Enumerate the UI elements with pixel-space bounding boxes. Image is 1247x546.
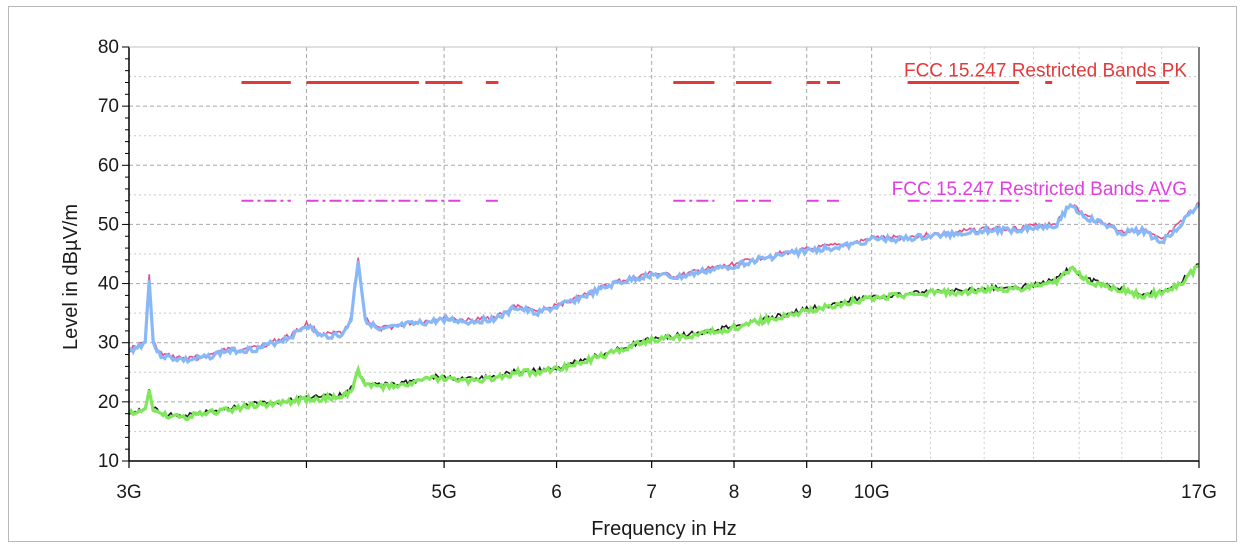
y-tick-label: 60	[98, 155, 119, 176]
y-tick-label: 40	[98, 274, 119, 295]
y-tick-label: 70	[98, 96, 119, 117]
tick-labels: 10 20 30 40 50 60 70 80 3G 5G 6 7 8 9 10G 17G	[98, 37, 1217, 503]
limit-avg-label: FCC 15.247 Restricted Bands AVG	[892, 179, 1187, 200]
emission-chart: FCC 15.247 Restricted Bands PK FCC 15.247…	[60, 37, 1217, 540]
x-tick-label: 8	[729, 482, 740, 503]
y-tick-label: 50	[98, 214, 119, 235]
chart-frame: FCC 15.247 Restricted Bands PK FCC 15.247…	[8, 6, 1237, 542]
y-tick-label: 30	[98, 333, 119, 354]
limit-pk-label: FCC 15.247 Restricted Bands PK	[904, 60, 1187, 81]
x-tick-label: 10G	[854, 482, 890, 503]
limit-lines: FCC 15.247 Restricted Bands PK FCC 15.247…	[241, 60, 1187, 202]
peak-trace	[127, 202, 1201, 365]
x-tick-label: 17G	[1181, 482, 1217, 503]
avg-trace	[127, 264, 1200, 421]
y-tick-label: 10	[98, 451, 119, 472]
x-tick-label: 6	[551, 482, 562, 503]
x-axis-title: Frequency in Hz	[591, 518, 737, 540]
axes	[122, 46, 1200, 468]
x-tick-label: 3G	[116, 482, 141, 503]
x-tick-label: 7	[646, 482, 657, 503]
y-tick-label: 20	[98, 392, 119, 413]
y-axis-title: Level in dBµV/m	[60, 204, 82, 350]
x-tick-label: 9	[801, 482, 812, 503]
measurement-traces	[127, 201, 1201, 421]
y-tick-label: 80	[98, 37, 119, 58]
x-tick-label: 5G	[431, 482, 456, 503]
